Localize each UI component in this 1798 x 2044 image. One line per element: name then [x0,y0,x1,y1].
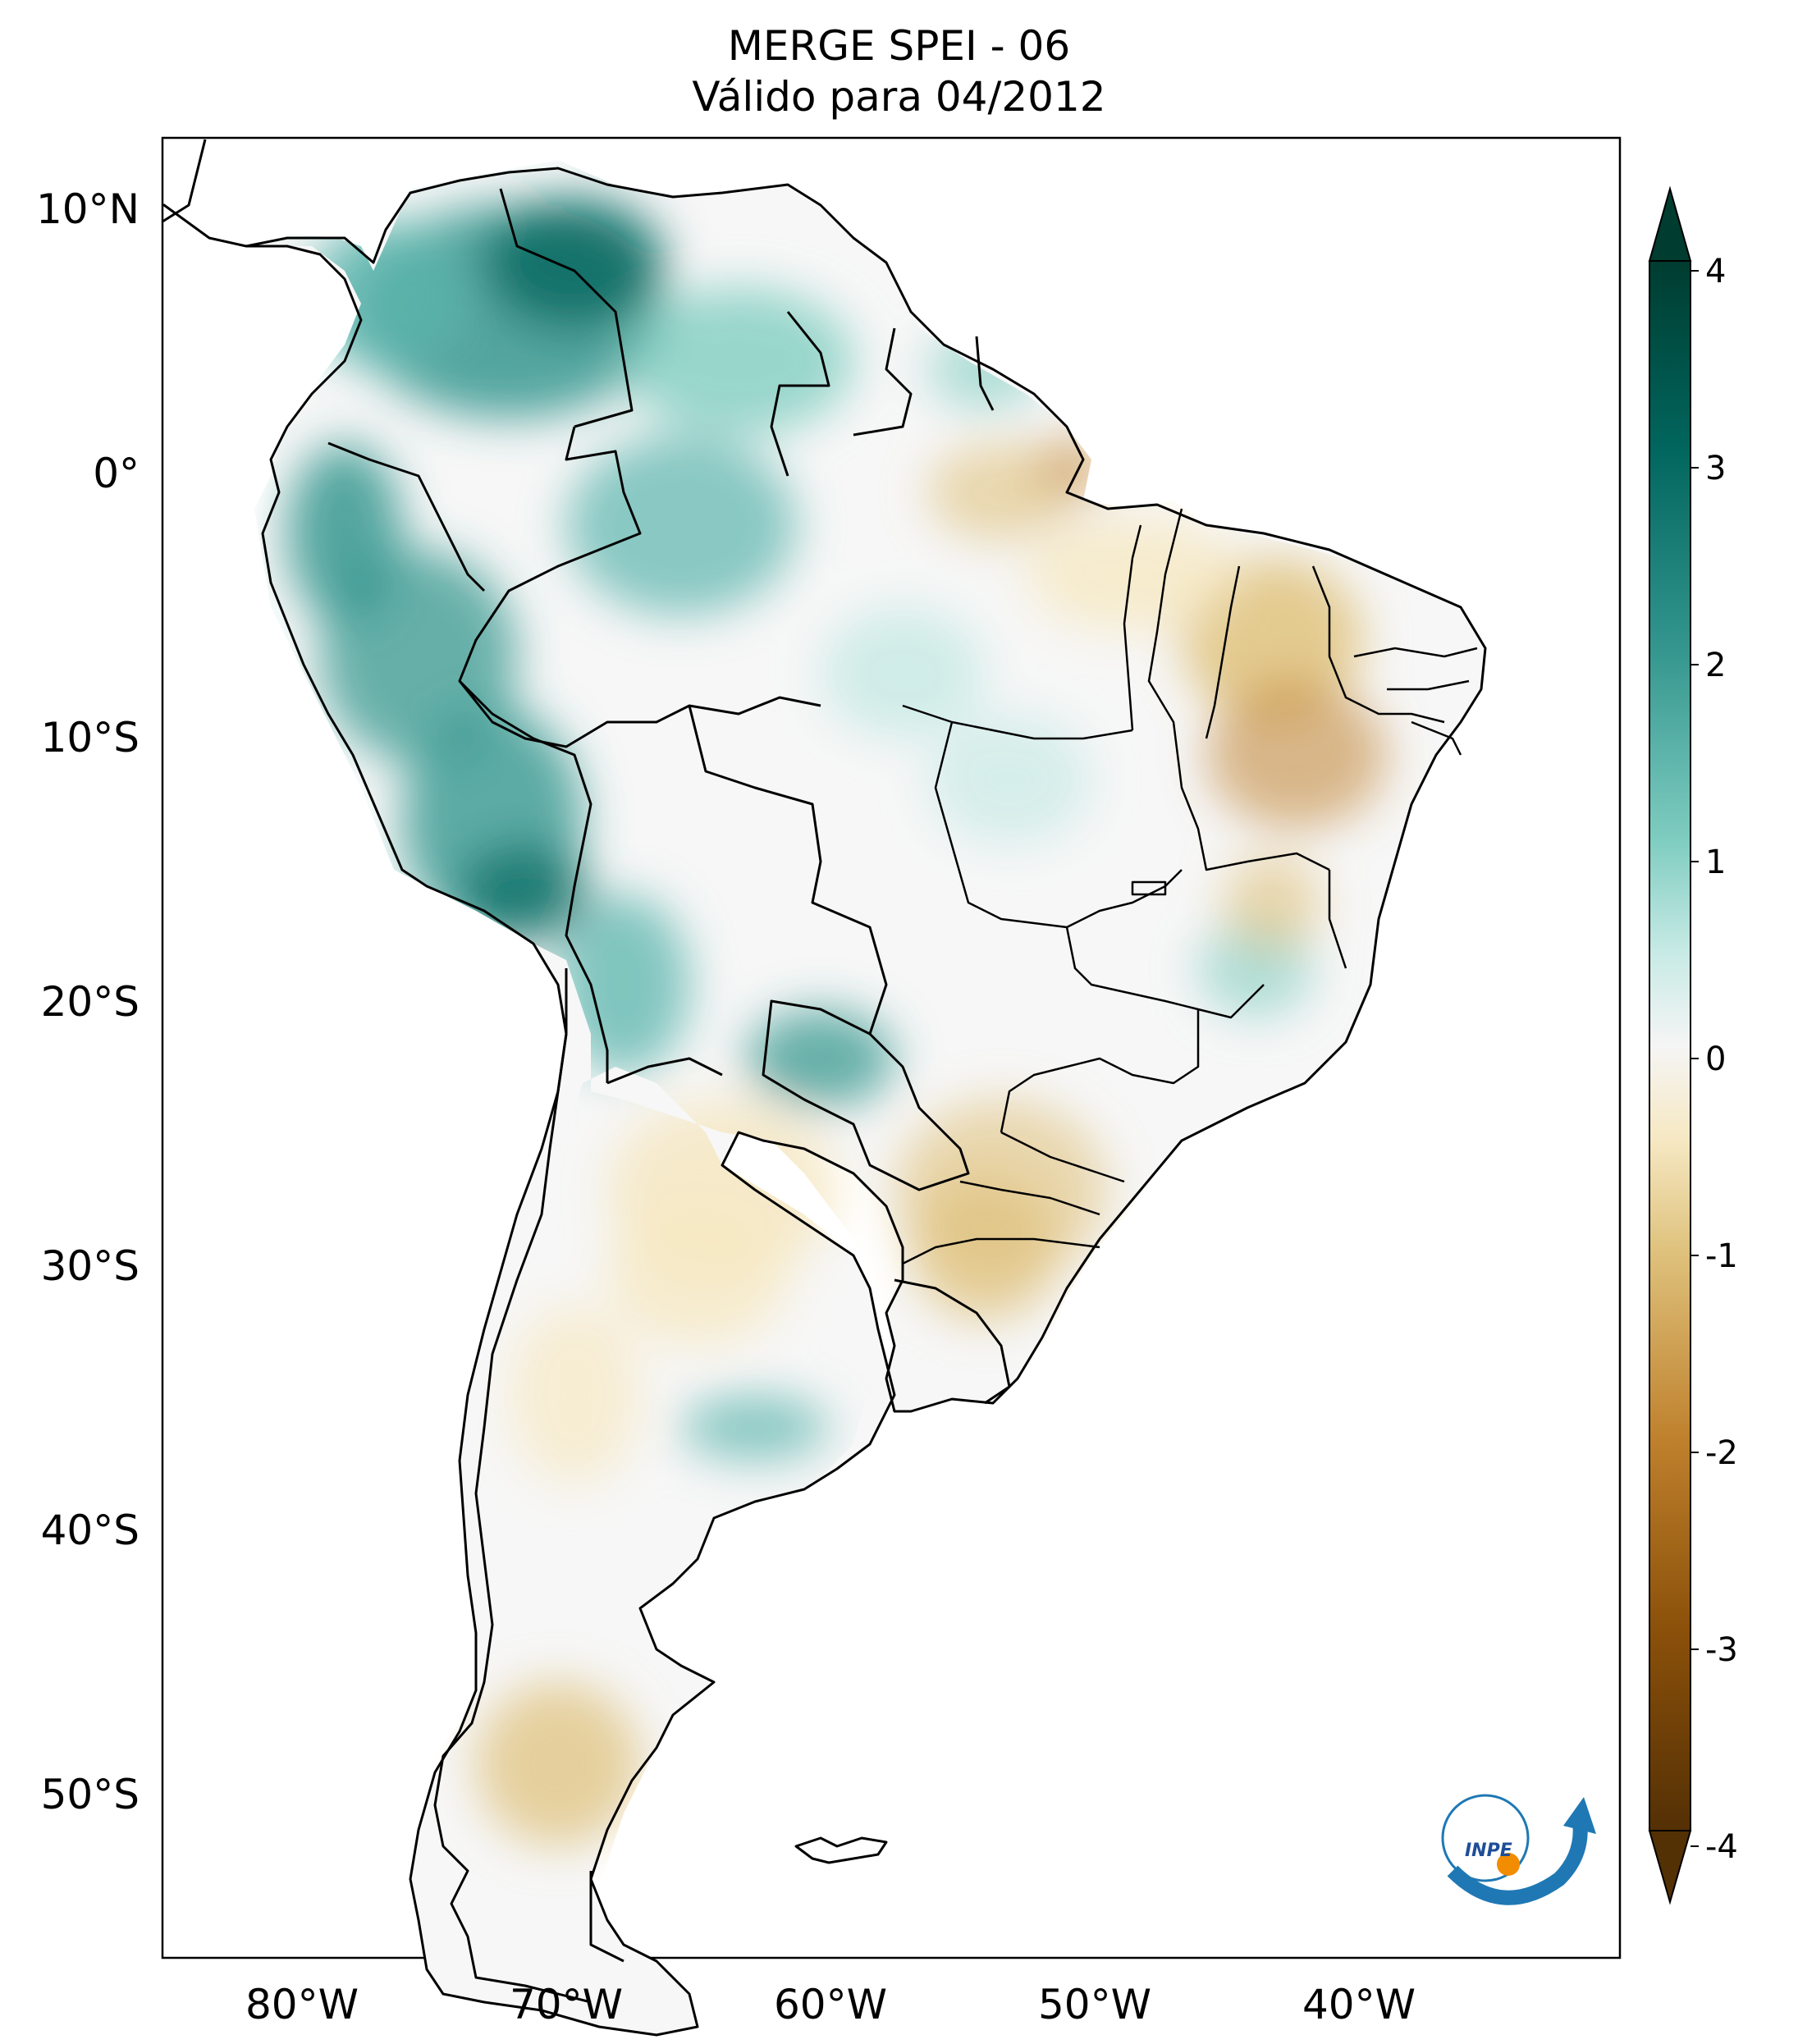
colorbar-extend-bottom [1648,1830,1692,1905]
border-bolivia-brazil [688,705,888,1035]
falkland-islands [794,1836,888,1864]
coastline [162,167,1487,2037]
border-uruguay [894,1278,1011,1405]
lat-label-10n: 10°N [36,185,140,233]
border-venezuela-guyana [770,311,830,477]
colorbar-tick-minus-3: -3 [1705,1631,1738,1669]
map-subtitle: Válido para 04/2012 [692,73,1106,121]
lat-label-0: 0° [93,450,140,497]
border-tierra-del-fuego [589,1871,624,1963]
lat-label-30s: 30°S [41,1242,140,1290]
lat-label-50s: 50°S [41,1771,140,1818]
logo-arc [1447,1820,1588,1905]
lon-label-80w: 80°W [245,1981,359,2028]
lat-label-10s: 10°S [41,714,140,761]
borders [162,139,1487,2037]
lat-label-20s: 20°S [41,978,140,1026]
logo-sun [1497,1853,1520,1876]
border-colombia-peru [327,441,486,592]
border-colombia-venezuela [499,188,634,428]
colorbar-extend-top [1648,185,1692,262]
border-paraguay [762,999,970,1191]
border-argentina-bolivia [606,1057,723,1085]
lon-label-60w: 60°W [774,1981,887,2028]
border-argentina-chile [433,968,592,2004]
colorbar-tick-4: 4 [1705,253,1726,290]
colorbar: 4 3 2 1 0 -1 -2 -3 -4 [1648,185,1738,1905]
lat-label-40s: 40°S [41,1507,140,1554]
border-suriname-guiana [975,336,995,411]
lon-axis: 80°W 70°W 60°W 50°W 40°W [245,1981,1416,2028]
colorbar-tick-minus-2: -2 [1705,1434,1738,1472]
lat-axis: 10°N 0° 10°S 20°S 30°S 40°S 50°S [36,185,140,1818]
colorbar-tick-2: 2 [1705,647,1726,684]
colorbar-tick-minus-4: -4 [1705,1828,1738,1866]
border-brazil-north [458,426,821,748]
border-guyana-suriname [853,327,913,437]
lon-label-40w: 40°W [1302,1981,1416,2028]
border-brazil-west [458,679,609,1083]
logo-text: INPE [1465,1841,1512,1861]
map-title: MERGE SPEI - 06 [727,22,1071,70]
colorbar-gradient [1649,260,1691,1831]
logo-arrow [1563,1797,1596,1834]
brasilia-df [1131,880,1167,896]
state-borders-brazil [902,508,1478,1265]
lon-label-50w: 50°W [1038,1981,1151,2028]
central-america [162,139,207,223]
lon-label-70w: 70°W [510,1981,623,2028]
colorbar-tick-1: 1 [1705,844,1726,881]
inpe-logo: INPE [1441,1794,1596,1905]
colorbar-tick-0: 0 [1705,1040,1726,1078]
logo-orbit [1441,1794,1530,1882]
colorbar-tick-minus-1: -1 [1705,1237,1738,1275]
colorbar-tick-3: 3 [1705,450,1726,487]
